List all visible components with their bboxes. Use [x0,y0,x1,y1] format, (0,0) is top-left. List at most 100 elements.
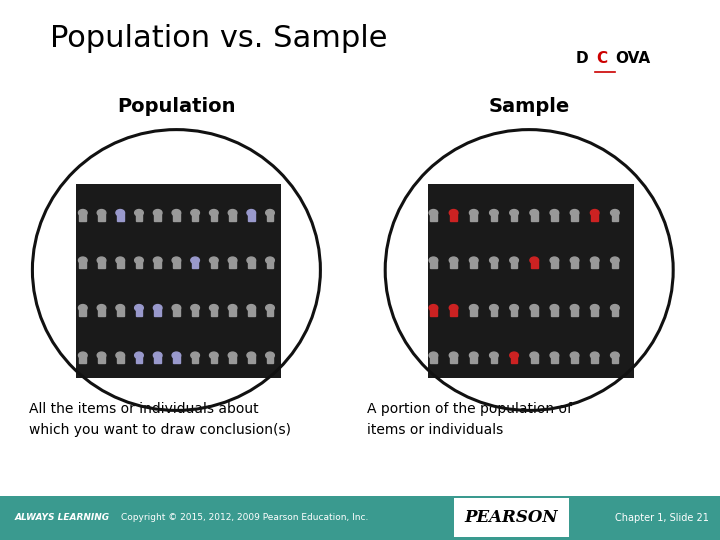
Bar [470,308,477,316]
Bar [266,308,274,316]
Bar [531,308,538,316]
Circle shape [530,210,539,216]
Bar [591,260,598,268]
Text: Chapter 1, Slide 21: Chapter 1, Slide 21 [616,513,709,523]
Circle shape [172,352,181,359]
Bar [510,355,518,363]
Circle shape [135,210,143,216]
Bar [470,213,477,221]
Text: D: D [576,51,589,66]
Bar [173,260,180,268]
Circle shape [530,305,539,311]
Bar [450,213,457,221]
Circle shape [429,305,438,311]
Bar [79,308,86,316]
Bar [551,260,558,268]
Circle shape [611,257,619,264]
Circle shape [153,210,162,216]
Bar [248,260,255,268]
Bar [430,308,437,316]
Circle shape [266,210,274,216]
Bar [117,260,124,268]
Circle shape [510,352,518,359]
Circle shape [228,305,237,311]
Bar [591,355,598,363]
Circle shape [153,257,162,264]
Bar [248,213,255,221]
Circle shape [116,257,125,264]
Bar [79,213,86,221]
Bar [470,260,477,268]
Bar [611,308,618,316]
Circle shape [510,210,518,216]
Bar [571,260,578,268]
Bar [450,308,457,316]
Circle shape [191,257,199,264]
Circle shape [590,352,599,359]
Circle shape [191,305,199,311]
Circle shape [550,210,559,216]
Bar [192,308,199,316]
Text: ALWAYS LEARNING: ALWAYS LEARNING [14,514,109,522]
Bar [490,308,498,316]
Circle shape [611,305,619,311]
Bar [428,184,634,378]
Circle shape [469,305,478,311]
Circle shape [135,257,143,264]
Bar [210,355,217,363]
Bar [117,355,124,363]
Bar [154,308,161,316]
Circle shape [97,305,106,311]
Circle shape [210,305,218,311]
Bar [135,260,143,268]
Circle shape [78,257,87,264]
Circle shape [78,352,87,359]
Bar [229,355,236,363]
Circle shape [97,352,106,359]
Circle shape [172,305,181,311]
Circle shape [490,210,498,216]
Bar [210,213,217,221]
Circle shape [429,210,438,216]
Bar [154,260,161,268]
Bar [192,213,199,221]
Circle shape [530,257,539,264]
Circle shape [247,305,256,311]
Circle shape [429,352,438,359]
Circle shape [449,305,458,311]
Circle shape [570,210,579,216]
Circle shape [191,352,199,359]
Bar [229,308,236,316]
Circle shape [490,305,498,311]
Bar [76,184,281,378]
Bar [0,496,720,540]
Bar [98,260,105,268]
Text: Population: Population [117,97,235,116]
Bar [135,308,143,316]
Bar [248,308,255,316]
Bar [79,355,86,363]
Bar [117,213,124,221]
Bar [135,355,143,363]
Circle shape [570,352,579,359]
Bar [117,308,124,316]
Circle shape [247,257,256,264]
Bar [266,355,274,363]
Bar [591,213,598,221]
Circle shape [247,210,256,216]
Bar [210,308,217,316]
Bar [79,260,86,268]
Circle shape [247,352,256,359]
Circle shape [510,305,518,311]
Circle shape [570,257,579,264]
Circle shape [210,257,218,264]
Bar [430,260,437,268]
Bar [531,260,538,268]
Text: All the items or individuals about
which you want to draw conclusion(s): All the items or individuals about which… [29,402,291,437]
Circle shape [611,210,619,216]
Circle shape [228,210,237,216]
Circle shape [78,305,87,311]
Bar [611,355,618,363]
Circle shape [469,210,478,216]
Circle shape [469,352,478,359]
